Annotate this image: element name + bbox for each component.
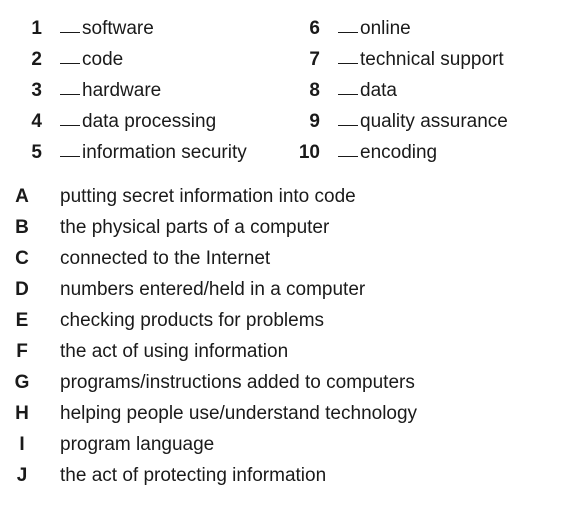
definition-text: numbers entered/held in a computer	[60, 279, 366, 300]
answer-blank[interactable]	[338, 44, 358, 64]
term-item: 9 quality assurance	[0, 106, 508, 137]
term-number: 4	[31, 111, 42, 132]
term-word: data	[360, 80, 397, 101]
definition-letter: B	[15, 217, 29, 238]
term-word: quality assurance	[360, 111, 508, 132]
answer-blank[interactable]	[338, 13, 358, 33]
definition-letter: A	[15, 186, 29, 207]
term-item: 3 hardware	[0, 75, 161, 106]
definition-text: the act of using information	[60, 341, 289, 362]
term-number: 3	[31, 80, 42, 101]
definition-letter: I	[19, 434, 25, 455]
term-number: 8	[309, 80, 320, 101]
term-item: 1 software	[0, 13, 154, 44]
term-number: 6	[309, 18, 320, 39]
term-word: data processing	[82, 111, 217, 132]
answer-blank[interactable]	[60, 44, 80, 64]
term-number: 7	[309, 49, 320, 70]
definition-letter: G	[14, 372, 30, 393]
term-number: 5	[31, 142, 42, 163]
term-word: code	[82, 49, 124, 70]
answer-blank[interactable]	[338, 106, 358, 126]
definition-text: programs/instructions added to computers	[60, 372, 415, 393]
definition-letter: J	[16, 465, 28, 486]
term-number: 10	[298, 142, 320, 163]
term-word: software	[82, 18, 154, 39]
term-item: 8 data	[0, 75, 397, 106]
answer-blank[interactable]	[338, 137, 358, 157]
term-item: 5 information security	[0, 137, 247, 168]
term-number: 1	[31, 18, 42, 39]
definition-letter: E	[15, 310, 29, 331]
definition-text: helping people use/understand technology	[60, 403, 418, 424]
answer-blank[interactable]	[60, 137, 80, 157]
definition-text: putting secret information into code	[60, 186, 356, 207]
answer-blank[interactable]	[60, 13, 80, 33]
definition-letter: H	[15, 403, 29, 424]
term-item: 7 technical support	[0, 44, 504, 75]
answer-blank[interactable]	[338, 75, 358, 95]
term-word: information security	[82, 142, 247, 163]
definition-letter: C	[15, 248, 29, 269]
definition-text: program language	[60, 434, 215, 455]
term-word: encoding	[360, 142, 438, 163]
term-word: technical support	[360, 49, 504, 70]
definition-text: the physical parts of a computer	[60, 217, 330, 238]
term-item: 2 code	[0, 44, 123, 75]
answer-blank[interactable]	[60, 75, 80, 95]
term-word: online	[360, 18, 411, 39]
definition-letter: D	[15, 279, 29, 300]
term-word: hardware	[82, 80, 162, 101]
term-item: 10 encoding	[0, 137, 437, 168]
answer-blank[interactable]	[60, 106, 80, 126]
definition-letter: F	[16, 341, 28, 362]
term-item: 4 data processing	[0, 106, 216, 137]
term-number: 9	[309, 111, 320, 132]
term-item: 6 online	[0, 13, 411, 44]
definition-text: connected to the Internet	[60, 248, 271, 269]
term-number: 2	[31, 49, 42, 70]
definition-text: checking products for problems	[60, 310, 325, 331]
definition-text: the act of protecting information	[60, 465, 327, 486]
